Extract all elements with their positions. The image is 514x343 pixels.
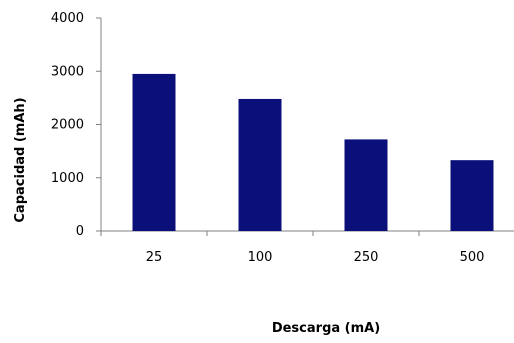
y-tick-label: 0 — [76, 224, 84, 239]
bar — [238, 98, 282, 231]
x-axis-title: Descarga (mA) — [272, 321, 380, 336]
y-tick-label: 2000 — [51, 118, 84, 133]
x-axis: 25 100 250 500 — [100, 230, 514, 265]
bars — [132, 73, 494, 231]
x-tick-label: 500 — [460, 250, 485, 265]
bar — [344, 139, 388, 231]
y-axis-title: Capacidad (mAh) — [13, 97, 28, 222]
x-tick-label: 25 — [146, 250, 163, 265]
x-tick-label: 100 — [248, 250, 273, 265]
y-axis: 0 1000 2000 3000 4000 — [51, 11, 102, 239]
y-tick-label: 3000 — [51, 64, 84, 79]
y-tick-label: 4000 — [51, 11, 84, 26]
bar — [132, 73, 176, 231]
x-tick-label: 250 — [354, 250, 379, 265]
bar — [450, 160, 494, 231]
y-tick-label: 1000 — [51, 171, 84, 186]
